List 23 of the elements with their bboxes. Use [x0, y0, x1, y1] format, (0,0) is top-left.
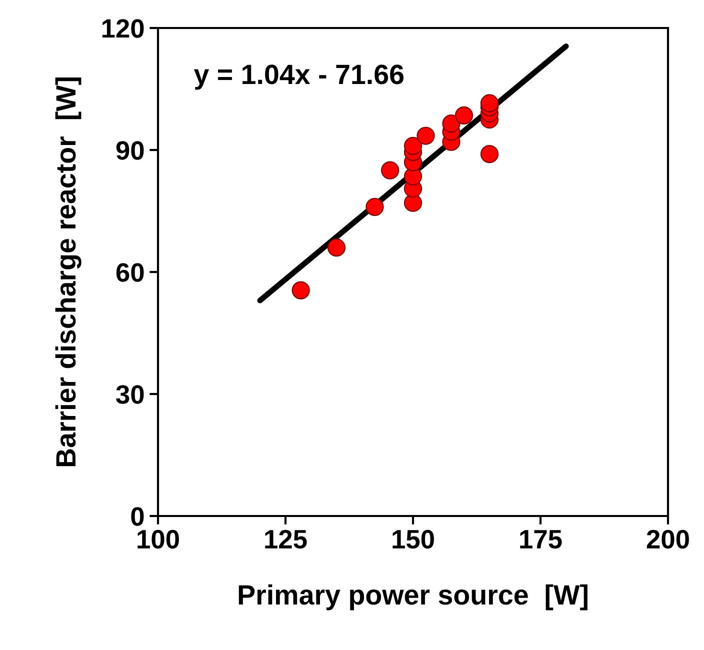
point: [366, 198, 384, 216]
x-tick-label: 175: [520, 530, 562, 549]
annotation: y = 1.04x - 71.66: [194, 64, 404, 90]
y-tick-label: 60: [116, 263, 144, 282]
x-tick-label: 100: [138, 530, 179, 549]
point: [292, 281, 310, 300]
point: [454, 106, 474, 124]
x-axis-title: Primary power source [W]: [238, 584, 588, 610]
y-tick-label: 0: [131, 507, 144, 526]
x-tick-label: 150: [392, 530, 434, 549]
x-tick-label: 200: [646, 530, 689, 549]
y-tick-label: 120: [102, 19, 144, 38]
point: [480, 145, 499, 164]
point: [327, 238, 346, 257]
y-tick-label: 90: [116, 141, 144, 160]
y-axis-title: Barrier discharge reactor [W]: [55, 78, 82, 466]
y-tick-label: 30: [116, 385, 144, 404]
point: [416, 126, 435, 145]
point: [480, 94, 499, 112]
point: [380, 161, 400, 180]
point: [404, 136, 422, 155]
x-tick-label: 125: [265, 530, 307, 549]
point: [442, 114, 460, 133]
